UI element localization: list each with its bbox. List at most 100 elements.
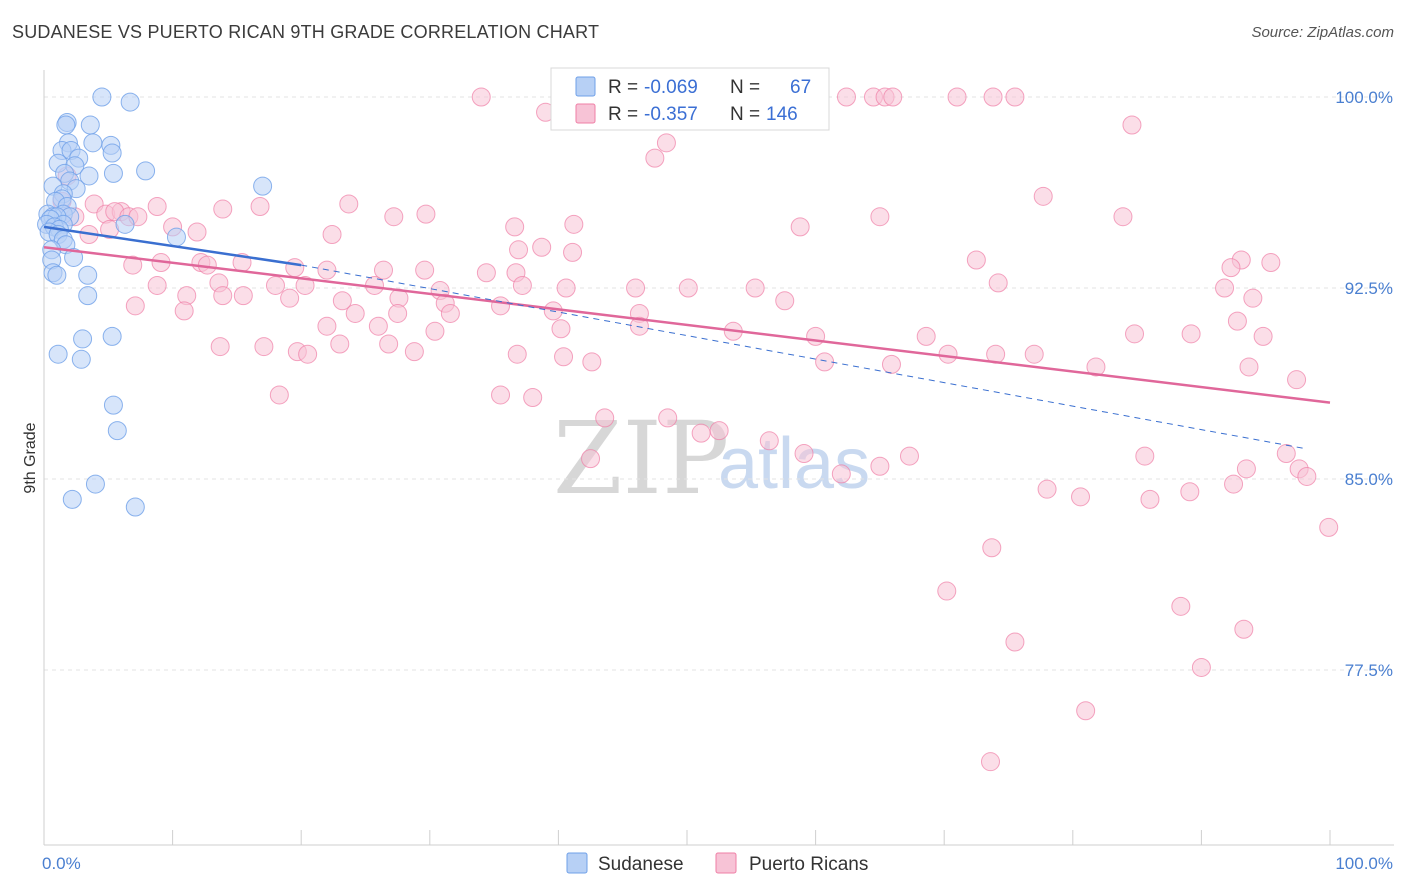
puerto-rican-point xyxy=(899,446,919,466)
bottom-legend-swatch-sudanese xyxy=(566,852,588,874)
puerto-rican-point xyxy=(691,423,711,443)
puerto-rican-point xyxy=(1005,87,1025,107)
puerto-rican-point xyxy=(1135,446,1155,466)
puerto-rican-point xyxy=(1140,489,1160,509)
puerto-rican-point xyxy=(298,344,318,364)
legend-swatch-sudanese xyxy=(575,76,596,97)
puerto-rican-point xyxy=(759,431,779,451)
x-tick-label: 0.0% xyxy=(42,854,81,873)
puerto-rican-point xyxy=(1180,482,1200,502)
sudanese-point xyxy=(78,265,98,285)
puerto-rican-point xyxy=(295,275,315,295)
legend-r-label-2: R = xyxy=(608,104,638,125)
y-tick-label: 100.0% xyxy=(1335,88,1393,107)
puerto-rican-point xyxy=(416,204,436,224)
puerto-rican-point xyxy=(836,87,856,107)
puerto-rican-point xyxy=(532,237,552,257)
puerto-rican-point xyxy=(368,316,388,336)
legend-n-value-2: 146 xyxy=(766,104,798,125)
sudanese-point xyxy=(64,247,84,267)
puerto-rican-point xyxy=(345,303,365,323)
puerto-rican-point xyxy=(881,354,901,374)
puerto-rican-point xyxy=(415,260,435,280)
sudanese-point xyxy=(56,115,76,135)
legend-r-label-1: R = xyxy=(608,77,638,98)
puerto-rican-point xyxy=(938,344,958,364)
puerto-rican-point xyxy=(656,133,676,153)
puerto-rican-point xyxy=(425,321,445,341)
puerto-rican-point xyxy=(213,286,233,306)
puerto-rican-point xyxy=(125,296,145,316)
sudanese-point xyxy=(79,166,99,186)
puerto-rican-point xyxy=(678,278,698,298)
puerto-rican-point xyxy=(551,319,571,339)
puerto-rican-point xyxy=(1024,344,1044,364)
puerto-rican-point xyxy=(595,408,615,428)
sudanese-trendline-extension xyxy=(301,264,1305,449)
puerto-rican-point xyxy=(1122,115,1142,135)
puerto-rican-point xyxy=(491,385,511,405)
puerto-rican-point xyxy=(388,303,408,323)
gridlines xyxy=(44,96,1394,671)
puerto-rican-point xyxy=(374,260,394,280)
sudanese-point xyxy=(136,161,156,181)
puerto-rican-point xyxy=(1171,596,1191,616)
puerto-rican-point xyxy=(556,278,576,298)
y-tick-label: 92.5% xyxy=(1345,279,1393,298)
puerto-rican-point xyxy=(1037,479,1057,499)
bottom-legend-puerto-ricans: Puerto Ricans xyxy=(749,854,868,875)
bottom-legend-swatch-puerto-rican xyxy=(715,852,737,874)
puerto-rican-point xyxy=(379,334,399,354)
legend-r-value-1: -0.069 xyxy=(644,77,698,98)
puerto-rican-point xyxy=(806,326,826,346)
puerto-rican-point xyxy=(564,214,584,234)
puerto-rican-point xyxy=(709,421,729,441)
puerto-rican-point xyxy=(1297,466,1317,486)
puerto-rican-point xyxy=(870,456,890,476)
x-ticks xyxy=(43,830,1331,845)
puerto-rican-point xyxy=(658,408,678,428)
sudanese-point xyxy=(92,87,112,107)
puerto-rican-point xyxy=(775,291,795,311)
puerto-rican-point xyxy=(233,286,253,306)
puerto-rican-point xyxy=(947,87,967,107)
puerto-rican-point xyxy=(1234,619,1254,639)
sudanese-points xyxy=(37,87,273,517)
sudanese-point xyxy=(62,489,82,509)
puerto-rican-point xyxy=(509,240,529,260)
puerto-rican-point xyxy=(213,199,233,219)
puerto-rican-point xyxy=(491,296,511,316)
puerto-rican-point xyxy=(581,449,601,469)
puerto-rican-point xyxy=(147,275,167,295)
puerto-rican-point xyxy=(471,87,491,107)
puerto-rican-point xyxy=(174,301,194,321)
puerto-rican-point xyxy=(1191,657,1211,677)
puerto-rican-point xyxy=(1005,632,1025,652)
sudanese-point xyxy=(166,227,186,247)
puerto-rican-point xyxy=(523,388,543,408)
series-legend: Sudanese Puerto Ricans xyxy=(566,852,868,875)
watermark-atlas: atlas xyxy=(718,424,870,504)
puerto-rican-point xyxy=(1276,444,1296,464)
puerto-rican-point xyxy=(1086,357,1106,377)
puerto-rican-point xyxy=(629,316,649,336)
sudanese-point xyxy=(107,421,127,441)
puerto-rican-point xyxy=(982,538,1002,558)
puerto-rican-point xyxy=(1239,357,1259,377)
sudanese-point xyxy=(73,329,93,349)
puerto-rican-point xyxy=(563,242,583,262)
legend-n-label-1: N = xyxy=(730,77,760,98)
sudanese-point xyxy=(120,92,140,112)
trendlines xyxy=(43,225,1331,449)
sudanese-point xyxy=(78,286,98,306)
puerto-rican-point xyxy=(1221,258,1241,278)
puerto-rican-point xyxy=(1287,370,1307,390)
puerto-rican-point xyxy=(507,344,527,364)
puerto-rican-point xyxy=(870,207,890,227)
sudanese-point xyxy=(47,265,67,285)
bottom-legend-sudanese: Sudanese xyxy=(598,854,684,875)
sudanese-point xyxy=(83,133,103,153)
legend-n-label-2: N = xyxy=(730,104,760,125)
puerto-rican-point xyxy=(123,255,143,275)
puerto-rican-point xyxy=(187,222,207,242)
